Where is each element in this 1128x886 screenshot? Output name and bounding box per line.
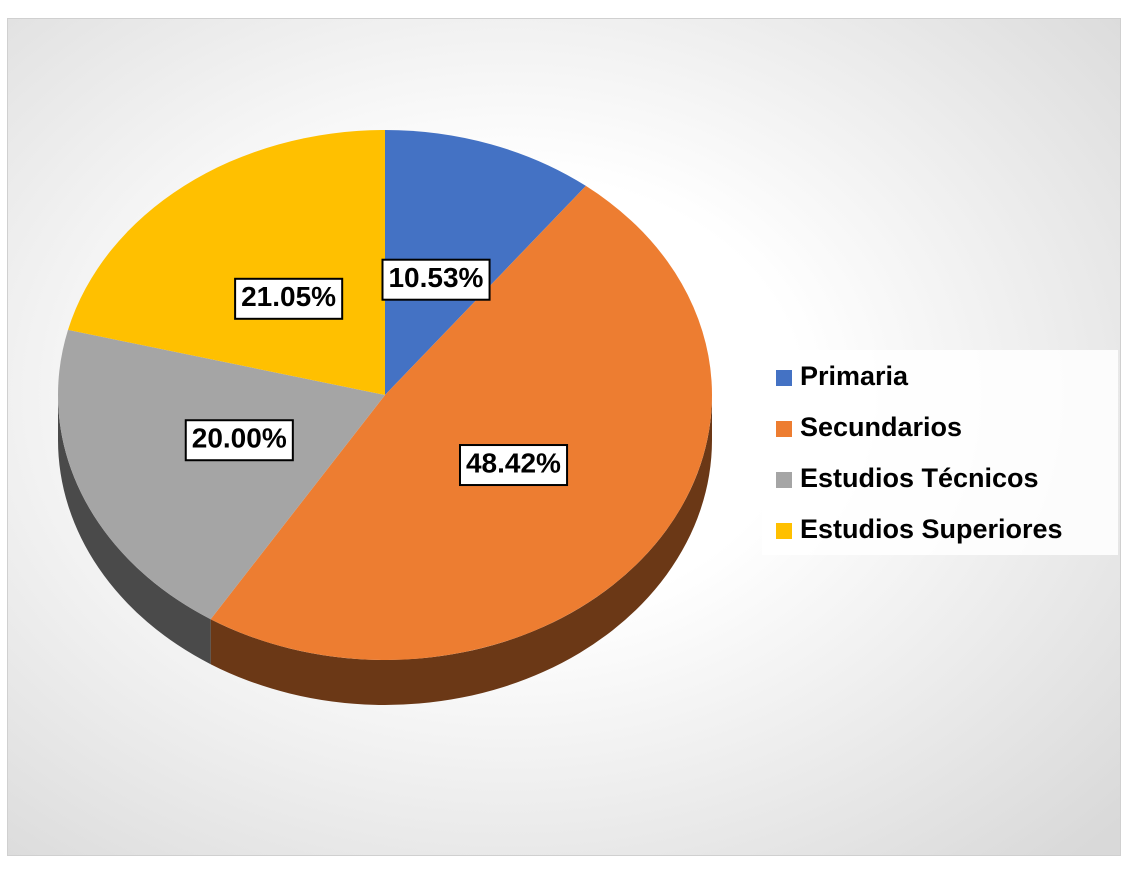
legend-swatch	[776, 523, 792, 539]
data-label-box	[184, 419, 294, 462]
data-label: 10.53%	[381, 258, 491, 301]
data-label: 21.05%	[234, 277, 344, 320]
legend-swatch	[776, 421, 792, 437]
legend-label: Secundarios	[800, 412, 962, 442]
data-label-box	[234, 277, 344, 320]
data-label: 20.00%	[184, 419, 294, 462]
data-label-text: 20.00%	[192, 423, 287, 454]
slice-side	[210, 395, 712, 706]
slice-side	[58, 395, 211, 665]
data-label-text: 10.53%	[388, 262, 483, 293]
legend-box	[762, 350, 1118, 555]
legend-swatch	[776, 472, 792, 488]
legend-label: Primaria	[800, 361, 909, 391]
data-label-box	[458, 444, 569, 487]
slice	[68, 130, 385, 395]
data-label-box	[381, 258, 491, 301]
legend-label: Estudios Superiores	[800, 514, 1063, 544]
data-label-text: 48.42%	[466, 447, 561, 478]
data-label: 48.42%	[458, 444, 569, 487]
legend-label: Estudios Técnicos	[800, 463, 1039, 493]
slice	[210, 185, 713, 660]
slice	[57, 329, 385, 620]
legend-swatch	[776, 370, 792, 386]
data-label-text: 21.05%	[241, 281, 336, 312]
